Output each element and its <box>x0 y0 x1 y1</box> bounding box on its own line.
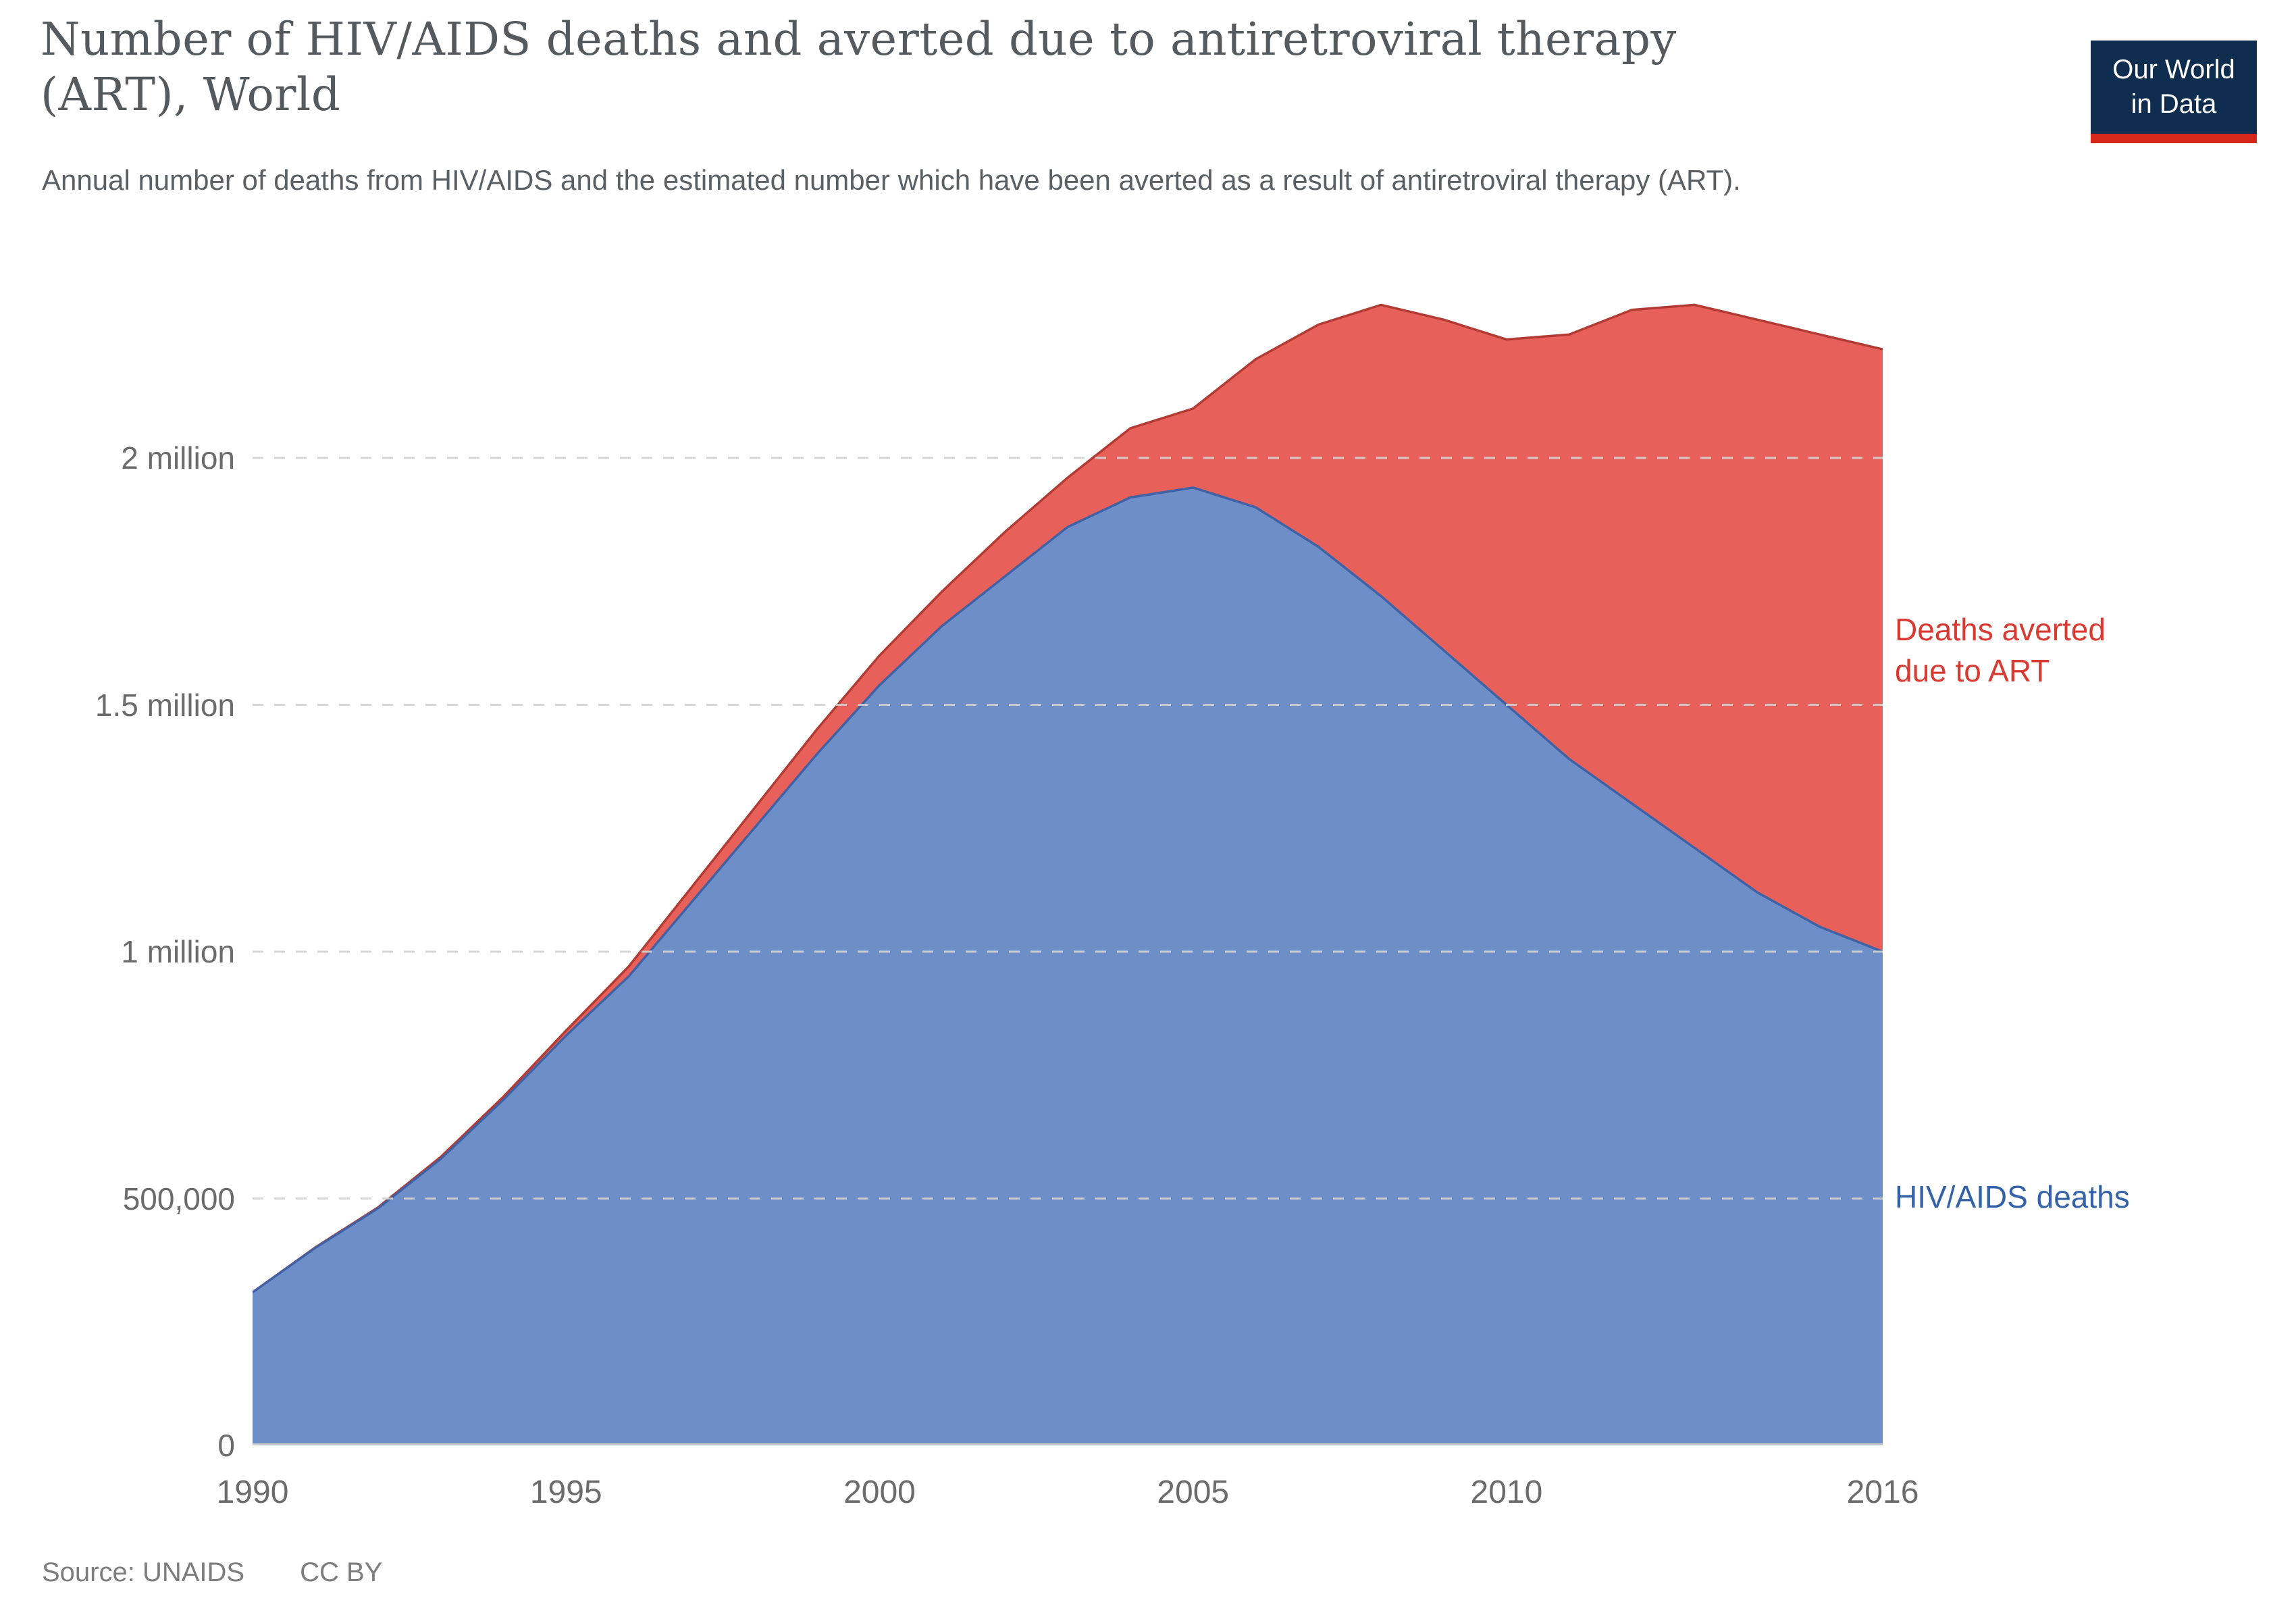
x-tick-label-2016: 2016 <box>1846 1474 1919 1510</box>
license-link[interactable]: CC BY <box>300 1558 383 1587</box>
owid-logo-line1: Our World <box>2112 54 2235 84</box>
y-tick-label-0: 0 <box>217 1428 235 1463</box>
stacked-area-plot[interactable] <box>251 270 1883 1445</box>
owid-logo: Our World in Data <box>2091 41 2257 143</box>
legend-label-deaths-averted: Deaths averted due to ART <box>1895 612 2106 688</box>
area-hiv-aids-deaths[interactable] <box>253 487 1883 1445</box>
page-title: Number of HIV/AIDS deaths and averted du… <box>41 12 2039 122</box>
x-tick-label-2005: 2005 <box>1157 1474 1230 1510</box>
legend-label-hiv-deaths: HIV/AIDS deaths <box>1895 1179 2130 1214</box>
x-tick-label-1995: 1995 <box>529 1474 602 1510</box>
x-tick-label-2000: 2000 <box>843 1474 916 1510</box>
page-subtitle: Annual number of deaths from HIV/AIDS an… <box>42 164 1741 196</box>
y-tick-label-1-5-million: 1.5 million <box>95 687 235 723</box>
y-tick-label-2-million: 2 million <box>121 440 235 475</box>
page-title-line1: Number of HIV/AIDS deaths and averted du… <box>41 13 1677 66</box>
source-text: Source: UNAIDS <box>42 1558 245 1587</box>
line-hiv-aids-deaths <box>251 486 1883 1293</box>
footer: Source: UNAIDS CC BY <box>42 1558 382 1588</box>
x-tick-label-1990: 1990 <box>216 1474 289 1510</box>
owid-logo-line2: in Data <box>2131 89 2217 119</box>
y-tick-label-1-million: 1 million <box>121 934 235 969</box>
page-title-line2: (ART), World <box>41 68 341 121</box>
y-tick-label-500-000: 500,000 <box>122 1181 235 1216</box>
line-total-deaths-plus-averted <box>251 303 1883 1293</box>
x-tick-label-2010: 2010 <box>1470 1474 1543 1510</box>
